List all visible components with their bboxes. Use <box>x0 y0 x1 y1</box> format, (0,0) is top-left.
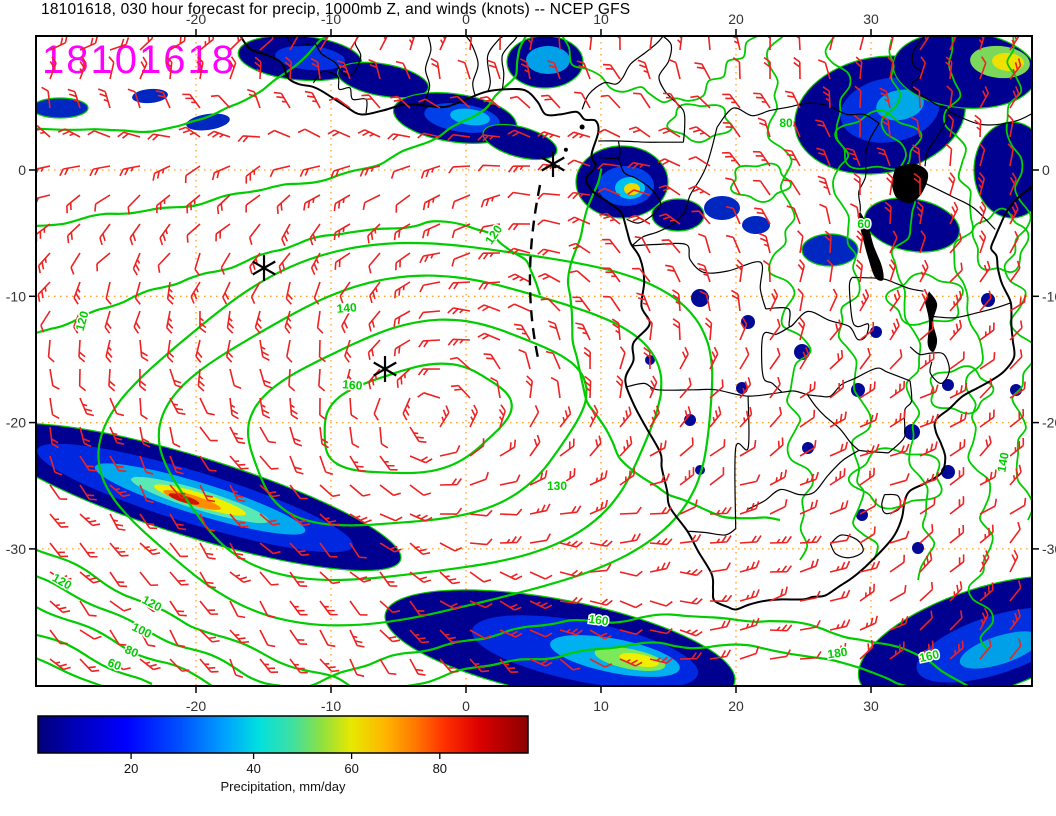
x-tick-label-top: 0 <box>462 11 470 27</box>
x-tick-label-bottom: 20 <box>728 698 744 714</box>
trough-dashed-line <box>528 184 542 359</box>
contour-label: 130 <box>547 479 567 493</box>
contour-label: 160 <box>588 612 610 629</box>
x-tick-label-top: -10 <box>321 11 341 27</box>
contour-label: 60 <box>857 217 871 231</box>
y-tick-label-left: -10 <box>6 288 26 304</box>
contour-label: 80 <box>779 116 793 130</box>
asterisk-marker <box>541 151 565 177</box>
height-contours <box>36 36 1032 686</box>
colorbar-gradient <box>37 715 529 754</box>
graticule <box>36 36 1032 686</box>
y-tick-label-right: -30 <box>1042 541 1056 557</box>
colorbar-tick-label: 40 <box>246 761 260 776</box>
lake <box>925 291 938 352</box>
y-tick-label-right: 0 <box>1042 162 1050 178</box>
lake <box>891 163 929 204</box>
x-tick-label-bottom: 0 <box>462 698 470 714</box>
x-tick-label-bottom: -10 <box>321 698 341 714</box>
island <box>579 124 585 130</box>
map-area: 1201401601301201201008060160180140608016… <box>36 36 1032 686</box>
contour-label: 100 <box>130 620 154 642</box>
wind-barbs <box>36 36 1027 679</box>
contour-label: 120 <box>73 309 92 332</box>
lake <box>857 211 884 281</box>
x-tick-label-bottom: 30 <box>863 698 879 714</box>
y-tick-label-left: -20 <box>6 415 26 431</box>
contour-label: 60 <box>106 655 124 673</box>
coastlines-borders <box>239 36 1032 611</box>
asterisk-marker <box>252 255 276 281</box>
map-frame <box>35 35 1033 687</box>
contour-label: 140 <box>336 300 357 316</box>
x-tick-label-top: -20 <box>186 11 206 27</box>
contour-label: 120 <box>140 593 165 615</box>
init-time-label: 18101618 <box>42 38 236 82</box>
figure-title: 18101618, 030 hour forecast for precip, … <box>41 1 631 18</box>
contour-label: 160 <box>342 377 363 393</box>
x-tick-label-bottom: -20 <box>186 698 206 714</box>
colorbar-caption: Precipitation, mm/day <box>221 779 346 794</box>
island <box>563 147 568 152</box>
contour-label: 160 <box>918 647 941 665</box>
y-tick-label-right: -20 <box>1042 415 1056 431</box>
y-tick-label-left: 0 <box>18 162 26 178</box>
colorbar-tick-label: 20 <box>124 761 138 776</box>
x-tick-label-bottom: 10 <box>593 698 609 714</box>
colorbar-tick-label: 80 <box>433 761 447 776</box>
asterisk-marker <box>373 356 397 382</box>
x-tick-label-top: 20 <box>728 11 744 27</box>
x-tick-label-top: 10 <box>593 11 609 27</box>
axes: -20 -20 -10 -10 0 0 10 10 20 20 30 30 0 0 -10 -10 -20 -20… <box>6 11 1056 714</box>
colorbar: 20 40 60 80 Precipitation, mm/day <box>37 715 529 794</box>
y-tick-label-left: -30 <box>6 541 26 557</box>
contour-label: 180 <box>827 645 849 662</box>
y-tick-label-right: -10 <box>1042 288 1056 304</box>
x-tick-label-top: 30 <box>863 11 879 27</box>
contour-label: 140 <box>994 451 1011 473</box>
colorbar-tick-label: 60 <box>344 761 358 776</box>
